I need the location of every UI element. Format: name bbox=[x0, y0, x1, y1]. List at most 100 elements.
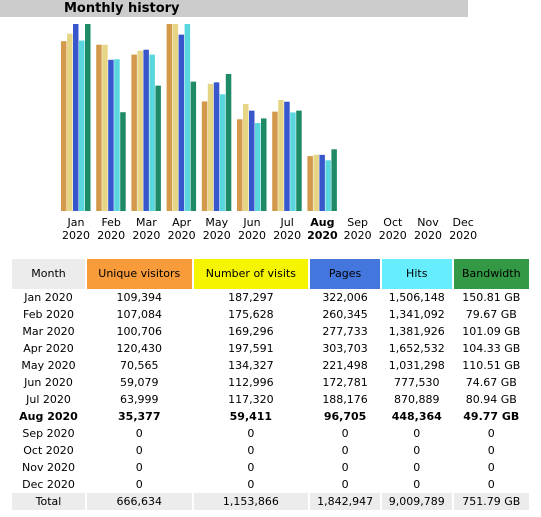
total-row: Total 666,634 1,153,866 1,842,947 9,009,789 7… bbox=[12, 493, 529, 510]
total-cell: 1,153,866 bbox=[193, 493, 309, 510]
bar bbox=[85, 24, 91, 211]
value-cell: 104.33 GB bbox=[462, 342, 521, 355]
value-cell: 0 bbox=[413, 427, 421, 440]
month-cell: Sep 2020 bbox=[22, 427, 75, 440]
table-row: Jul 2020 63,999 117,320 188,176 870,889 80.94… bbox=[12, 391, 529, 408]
month-cell: Jul 2020 bbox=[26, 393, 71, 406]
total-cell: 666,634 bbox=[87, 493, 192, 510]
table-row: May 2020 70,565 134,327 221,498 1,031,298 110… bbox=[12, 357, 529, 374]
bar bbox=[307, 156, 313, 211]
bar bbox=[249, 110, 255, 211]
value-cell: 117,320 bbox=[228, 393, 274, 406]
table-row: Oct 2020 0 0 0 0 0 bbox=[12, 442, 529, 459]
value-cell: 1,341,092 bbox=[388, 308, 445, 321]
bar bbox=[137, 50, 143, 212]
bar bbox=[284, 101, 290, 211]
value-cell: 63,999 bbox=[120, 393, 159, 406]
value-cell: 107,084 bbox=[116, 308, 163, 321]
bar bbox=[102, 44, 108, 212]
column-header: Unique visitors bbox=[87, 259, 192, 289]
column-header: Month bbox=[12, 259, 86, 289]
title: Monthly history bbox=[64, 1, 180, 16]
column-header: Hits bbox=[381, 259, 452, 289]
value-cell: 0 bbox=[247, 427, 255, 440]
bar bbox=[296, 110, 302, 211]
bar bbox=[325, 160, 331, 211]
value-cell: 169,296 bbox=[228, 325, 274, 338]
value-cell: 0 bbox=[341, 478, 349, 491]
value-cell: 0 bbox=[247, 444, 255, 457]
x-label: Mar 2020 bbox=[132, 216, 161, 242]
total-cell: 9,009,789 bbox=[381, 493, 452, 510]
bar bbox=[108, 59, 114, 211]
value-cell: 0 bbox=[341, 427, 349, 440]
table-row: Mar 2020 100,706 169,296 277,733 1,381,926 10… bbox=[12, 323, 529, 340]
bar bbox=[149, 54, 155, 211]
value-cell: 322,006 bbox=[322, 291, 368, 304]
bar bbox=[96, 44, 102, 211]
bar bbox=[114, 59, 120, 212]
value-cell: 59,411 bbox=[229, 410, 273, 423]
bar bbox=[67, 33, 73, 211]
x-label: Oct 2020 bbox=[378, 216, 407, 242]
bar bbox=[120, 112, 126, 211]
bar bbox=[313, 154, 319, 211]
column-header: Number of visits bbox=[193, 259, 309, 289]
value-cell: 0 bbox=[135, 444, 143, 457]
bar bbox=[166, 24, 173, 211]
bar bbox=[278, 99, 284, 211]
value-cell: 175,628 bbox=[228, 308, 274, 321]
month-cell: Oct 2020 bbox=[23, 444, 74, 457]
bar bbox=[290, 112, 296, 211]
bar bbox=[207, 83, 214, 211]
bar bbox=[319, 154, 325, 211]
value-cell: 172,781 bbox=[322, 376, 368, 389]
value-cell: 0 bbox=[487, 478, 495, 491]
x-label: Jul 2020 bbox=[273, 216, 302, 242]
value-cell: 35,377 bbox=[118, 410, 161, 423]
month-cell: Jun 2020 bbox=[24, 376, 73, 389]
value-cell: 0 bbox=[135, 427, 143, 440]
value-cell: 112,996 bbox=[228, 376, 274, 389]
bar bbox=[190, 81, 197, 211]
chart bbox=[61, 24, 337, 212]
table-row: Nov 2020 0 0 0 0 0 bbox=[12, 459, 529, 476]
x-label: Aug 2020 bbox=[307, 216, 338, 242]
value-cell: 120,430 bbox=[116, 342, 163, 355]
value-cell: 0 bbox=[413, 461, 421, 474]
bar bbox=[172, 24, 179, 211]
value-cell: 0 bbox=[413, 444, 421, 457]
table-row: Aug 2020 35,377 59,411 96,705 448,364 49.77 G… bbox=[12, 408, 529, 425]
x-label: Nov 2020 bbox=[414, 216, 442, 242]
bar bbox=[219, 94, 226, 211]
bar bbox=[243, 104, 249, 211]
table-row: Sep 2020 0 0 0 0 0 bbox=[12, 425, 529, 442]
table-row: Jun 2020 59,079 112,996 172,781 777,530 74.67… bbox=[12, 374, 529, 391]
bar bbox=[131, 54, 137, 212]
bar bbox=[155, 85, 161, 211]
value-cell: 100,706 bbox=[116, 325, 163, 338]
bar bbox=[331, 149, 337, 211]
value-cell: 188,176 bbox=[322, 393, 368, 406]
value-cell: 1,031,298 bbox=[388, 359, 445, 372]
bar bbox=[61, 41, 67, 212]
total-label: Total bbox=[12, 493, 86, 510]
value-cell: 221,498 bbox=[322, 359, 368, 372]
total-cell: 1,842,947 bbox=[310, 493, 380, 510]
table-row: Apr 2020 120,430 197,591 303,703 1,652,532 10… bbox=[12, 340, 529, 357]
x-label: Dec 2020 bbox=[449, 216, 478, 242]
month-cell: Feb 2020 bbox=[23, 308, 74, 321]
bar bbox=[79, 40, 85, 212]
value-cell: 150.81 GB bbox=[462, 291, 521, 304]
value-cell: 197,591 bbox=[228, 342, 274, 355]
x-label: Jun 2020 bbox=[238, 216, 266, 242]
value-cell: 59,079 bbox=[120, 376, 159, 389]
value-cell: 0 bbox=[247, 478, 255, 491]
table-row: Jan 2020 109,394 187,297 322,006 1,506,148 15… bbox=[12, 289, 529, 306]
value-cell: 187,297 bbox=[228, 291, 274, 304]
value-cell: 277,733 bbox=[322, 325, 368, 338]
bar bbox=[237, 119, 243, 211]
value-cell: 96,705 bbox=[323, 410, 367, 423]
column-header: Pages bbox=[310, 259, 380, 289]
